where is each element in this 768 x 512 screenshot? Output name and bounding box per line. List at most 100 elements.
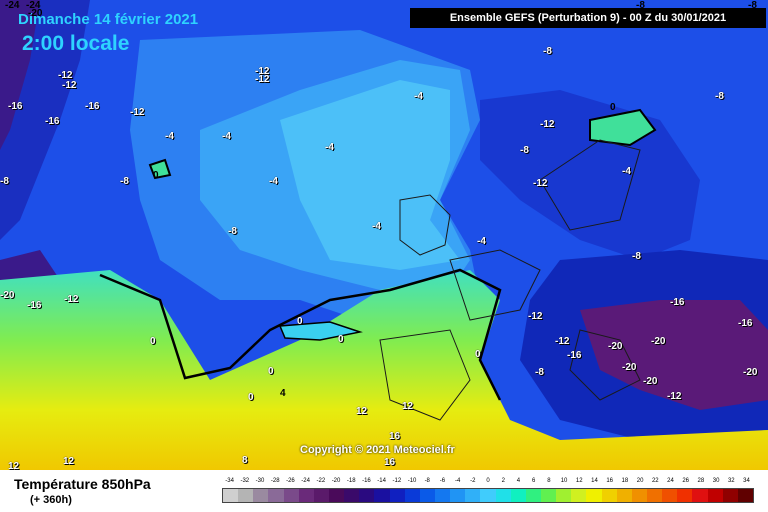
isotherm-label: -16 — [670, 297, 685, 308]
scale-tick-label: 16 — [606, 478, 614, 484]
isotherm-label: -16 — [738, 318, 753, 329]
very-cold-east-pool — [580, 300, 768, 410]
scale-swatch — [601, 489, 617, 502]
scale-swatch — [586, 489, 602, 502]
scandinavia-outline — [539, 139, 641, 231]
scale-swatch — [268, 489, 284, 502]
isotherm-label: -16 — [8, 101, 23, 112]
isotherm-label: -4 — [222, 131, 231, 142]
isotherm-label: -12 — [64, 294, 79, 305]
model-run-info: Ensemble GEFS (Perturbation 9) - 00 Z du… — [410, 8, 766, 28]
forecast-date: Dimanche 14 février 2021 — [18, 11, 199, 28]
scale-swatch — [283, 489, 299, 502]
scale-tick-label: -14 — [377, 478, 386, 484]
color-scale-labels: -34 -32 -30 -28 -26 -24 -22 -20 -18 -16 -14 -12 -10-… — [222, 478, 754, 484]
scale-swatch — [404, 489, 420, 502]
british-isles-outline — [399, 194, 451, 256]
warm-south-field — [0, 270, 768, 470]
scale-tick-label: 26 — [682, 478, 690, 484]
isotherm-label: -8 — [0, 176, 9, 187]
scale-tick-label: -20 — [331, 478, 341, 484]
scale-tick-label: 10 — [560, 478, 568, 484]
isotherm-label: 12 — [356, 406, 368, 417]
scale-tick-label: 32 — [727, 478, 735, 484]
scale-swatch — [313, 489, 329, 502]
isotherm-label: 12 — [63, 456, 75, 467]
scale-swatch — [662, 489, 678, 502]
scale-tick-label: 12 — [575, 478, 583, 484]
scale-tick-label: -26 — [286, 478, 295, 484]
corner-label: -8 — [748, 0, 757, 11]
scale-swatch — [525, 489, 541, 502]
isotherm-label: -16 — [45, 116, 60, 127]
scale-tick-label: -24 — [301, 478, 310, 484]
isotherm-label: -16 — [27, 300, 42, 311]
isotherm-label: 0 — [475, 349, 481, 360]
isotherm-label: -8 — [535, 367, 544, 378]
isotherm-label: -8 — [228, 226, 237, 237]
isotherm-label: -12 — [58, 70, 73, 81]
isotherm-label: 4 — [280, 388, 286, 399]
scale-tick-label: -32 — [240, 478, 250, 484]
scale-swatch — [450, 489, 466, 502]
scale-swatch — [465, 489, 481, 502]
scale-tick-label: 34 — [743, 478, 750, 484]
isotherm-label: -12 — [62, 80, 77, 91]
isotherm-label: -20 — [643, 376, 658, 387]
isotherm-label: 8 — [242, 455, 248, 466]
scale-swatch — [480, 489, 496, 502]
scale-tick-label: 18 — [621, 478, 629, 484]
corner-label: -24 — [26, 0, 41, 11]
mildest-central-field — [280, 80, 460, 270]
isotherm-label: -12 — [533, 178, 548, 189]
isotherm-label: 0 — [150, 336, 156, 347]
scale-swatch — [298, 489, 314, 502]
isotherm-label: -8 — [520, 145, 529, 156]
scale-swatch — [677, 489, 693, 502]
corner-label: -8 — [636, 0, 645, 11]
scale-swatch — [631, 489, 647, 502]
balkans-outline — [569, 329, 641, 401]
isotherm-label: 12 — [8, 461, 20, 472]
scale-tick-label: -2 — [470, 478, 476, 484]
scale-tick-label: -18 — [346, 478, 356, 484]
scale-swatch — [646, 489, 663, 502]
scale-swatch — [556, 489, 572, 502]
isotherm-label: -20 — [0, 290, 15, 301]
isotherm-label: -12 — [528, 311, 543, 322]
scale-tick-label: -30 — [255, 478, 265, 484]
scale-swatch — [419, 489, 435, 502]
scale-tick-label: 28 — [697, 478, 705, 484]
isotherm-label: -4 — [372, 221, 381, 232]
scale-tick-label: 22 — [651, 478, 659, 484]
isotherm-label: -12 — [130, 107, 145, 118]
scale-swatch — [495, 489, 511, 502]
isotherm-label: -16 — [85, 101, 100, 112]
isotherm-label: 0 — [248, 392, 254, 403]
scale-swatch — [510, 489, 526, 502]
isotherm-label: -4 — [477, 236, 486, 247]
scale-swatch — [571, 489, 587, 502]
isotherm-label: -12 — [667, 391, 682, 402]
isotherm-label: -8 — [543, 46, 552, 57]
forecast-local-time: 2:00 locale — [22, 32, 130, 55]
scale-swatch — [374, 489, 390, 502]
isotherm-label: -4 — [165, 131, 174, 142]
isotherm-label: 16 — [389, 431, 401, 442]
scale-swatch — [434, 489, 451, 502]
western-europe-outline — [449, 249, 541, 321]
scale-tick-label: -12 — [392, 478, 402, 484]
scale-swatch — [616, 489, 632, 502]
scale-tick-label: 20 — [636, 478, 644, 484]
scale-tick-label: -28 — [270, 478, 280, 484]
scale-tick-label: -4 — [454, 478, 461, 484]
isotherm-label: -12 — [255, 74, 270, 85]
scale-tick-label: 2 — [501, 478, 505, 484]
isotherm-label: -12 — [555, 336, 570, 347]
iberia-outline — [379, 329, 471, 421]
corner-label: -24 — [5, 0, 20, 11]
parameter-title: Température 850hPa — [14, 476, 151, 492]
isotherm-label: -8 — [632, 251, 641, 262]
scale-swatch — [389, 489, 405, 502]
